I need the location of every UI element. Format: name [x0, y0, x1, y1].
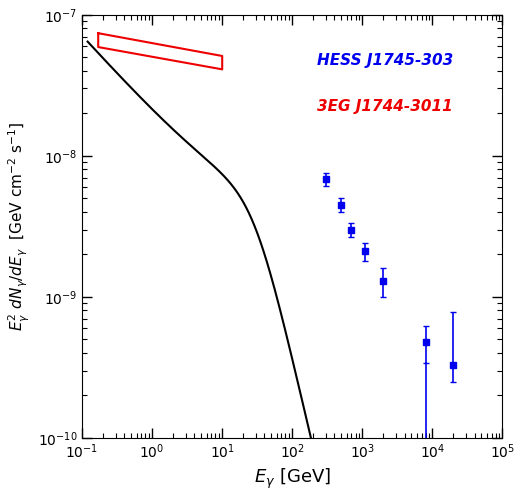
Text: HESS J1745-303: HESS J1745-303	[317, 53, 454, 68]
X-axis label: $E_{\gamma}$ [GeV]: $E_{\gamma}$ [GeV]	[254, 467, 331, 491]
Y-axis label: $E^2_{\gamma}\ dN_{\gamma}/dE_{\gamma}$  [GeV cm$^{-2}$ s$^{-1}$]: $E^2_{\gamma}\ dN_{\gamma}/dE_{\gamma}$ …	[7, 122, 32, 331]
Text: 3EG J1744-3011: 3EG J1744-3011	[317, 100, 453, 115]
